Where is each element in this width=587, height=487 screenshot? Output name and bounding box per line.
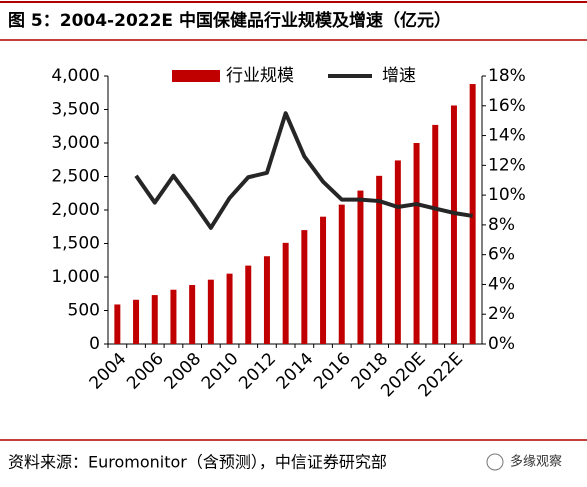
y2-tick-label: 8% [488, 215, 515, 235]
y-tick-label: 1,500 [51, 234, 100, 254]
y-tick-label: 2,500 [51, 167, 100, 187]
bar [170, 289, 177, 344]
y-tick-label: 3,000 [51, 133, 100, 153]
y2-tick-label: 0% [488, 334, 515, 354]
bar [245, 265, 252, 344]
bar [432, 124, 439, 344]
y2-tick-label: 6% [488, 245, 515, 265]
bar [376, 175, 383, 344]
bar [394, 160, 401, 344]
legend-label: 行业规模 [226, 66, 294, 86]
bar [263, 256, 270, 344]
x-tick-label: 2016 [310, 349, 355, 394]
legend-label: 增速 [382, 66, 416, 86]
bar [320, 216, 327, 344]
bar [357, 190, 364, 344]
watermark: 多缘观察 [510, 454, 562, 470]
legend-swatch [172, 70, 220, 82]
y-tick-label: 2,000 [51, 200, 100, 220]
line [134, 111, 473, 230]
bar [338, 204, 345, 344]
x-tick-label: 2010 [198, 349, 243, 394]
x-tick-label: 2012 [235, 349, 280, 394]
y-tick-label: 500 [68, 301, 100, 321]
bar [133, 299, 140, 344]
bar [413, 143, 420, 344]
bar [450, 105, 457, 344]
y-tick-label: 4,000 [51, 66, 100, 86]
bar [226, 273, 233, 344]
x-tick-label: 2008 [160, 349, 205, 394]
y2-tick-label: 2% [488, 304, 515, 324]
source: 资料来源：Euromonitor（含预测），中信证券研究部 [8, 453, 387, 472]
y2-tick-label: 16% [488, 96, 526, 116]
y2-tick-label: 12% [488, 155, 526, 175]
bar [207, 279, 214, 344]
y-tick-label: 0 [89, 334, 100, 354]
bar [189, 285, 196, 344]
bar [301, 230, 308, 344]
y2-tick-label: 10% [488, 185, 526, 205]
y2-tick-label: 18% [488, 66, 526, 86]
bar [114, 304, 121, 344]
watermark-icon [486, 453, 504, 471]
x-tick-label: 2014 [273, 349, 318, 394]
y-tick-label: 1,000 [51, 267, 100, 287]
bar [282, 242, 289, 344]
x-tick-label: 2006 [123, 349, 168, 394]
chart-title: 图 5：2004-2022E 中国保健品行业规模及增速（亿元） [8, 10, 451, 31]
y2-tick-label: 14% [488, 126, 526, 146]
bar [151, 295, 158, 344]
x-tick-label: 2004 [86, 349, 131, 394]
y-tick-label: 3,500 [51, 100, 100, 120]
y2-tick-label: 4% [488, 274, 515, 294]
